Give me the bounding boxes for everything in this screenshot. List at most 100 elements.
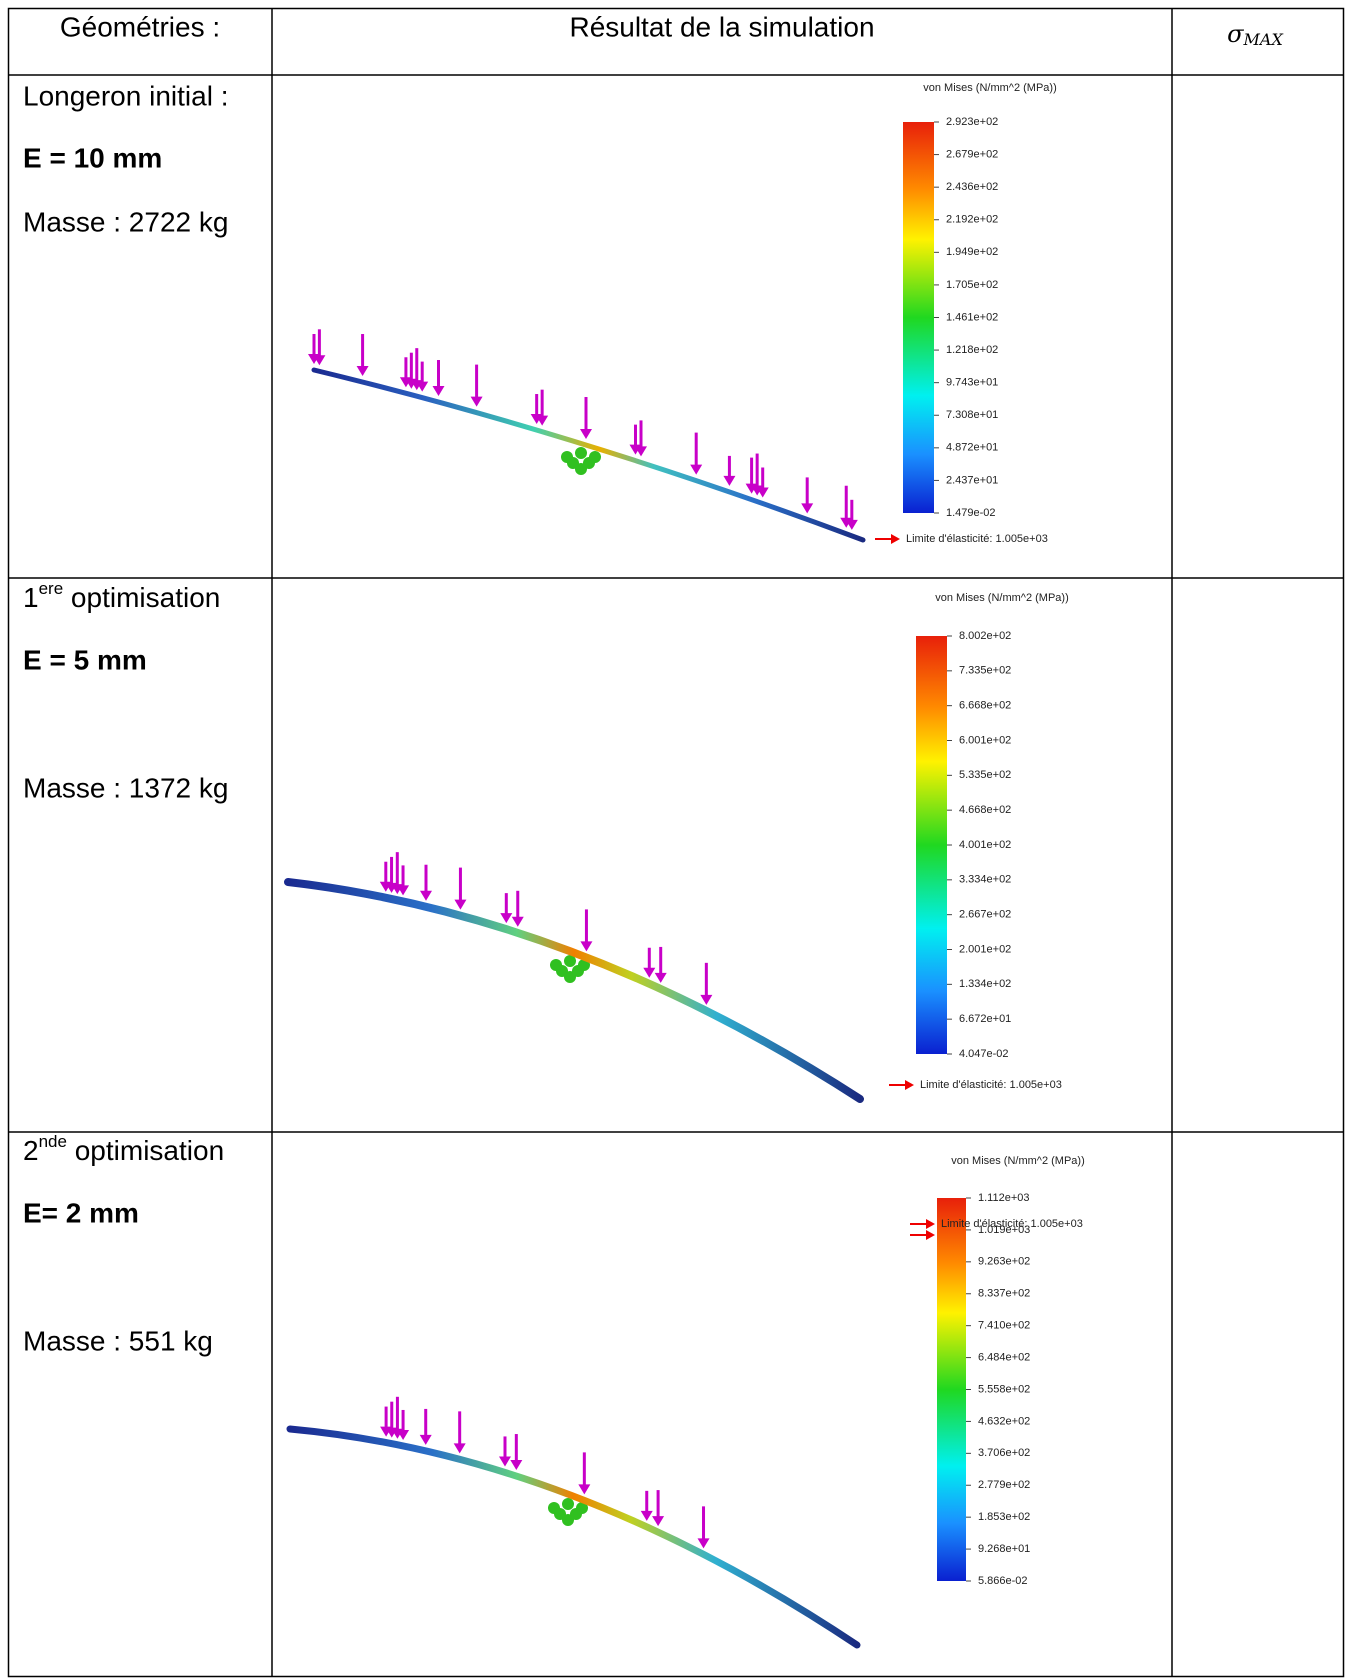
legend-title: von Mises (N/mm^2 (MPa)) bbox=[923, 82, 1057, 94]
legend-tick-label: 1.461e+02 bbox=[946, 311, 998, 323]
simulation-figure bbox=[288, 852, 860, 1099]
limit-arrow-head bbox=[905, 1080, 914, 1090]
name-text: optimisation bbox=[67, 1135, 224, 1166]
fixture bbox=[561, 451, 573, 463]
fixture bbox=[564, 971, 576, 983]
legend-tick-label: 2.436e+02 bbox=[946, 181, 998, 193]
legend-tick-label: 6.001e+02 bbox=[959, 734, 1011, 746]
legend-tick-label: 3.334e+02 bbox=[959, 874, 1011, 886]
legend-tick-label: 9.263e+02 bbox=[978, 1256, 1030, 1268]
ordinal-suffix: ere bbox=[39, 579, 64, 598]
legend-tick-label: 9.743e+01 bbox=[946, 377, 998, 389]
mass: Masse : 551 kg bbox=[23, 1325, 213, 1356]
page: Géométries : Résultat de la simulation σ… bbox=[0, 0, 1353, 1678]
legend-tick-label: 4.872e+01 bbox=[946, 442, 998, 454]
legend-tick-label: 4.668e+02 bbox=[959, 804, 1011, 816]
thickness: E= 2 mm bbox=[23, 1197, 139, 1228]
legend-tick-label: 1.334e+02 bbox=[959, 978, 1011, 990]
beam bbox=[290, 1429, 857, 1645]
legend-tick-label: 9.268e+01 bbox=[978, 1543, 1030, 1555]
sigma-subscript: MAX bbox=[1243, 30, 1284, 49]
geometry-name: Longeron initial : bbox=[23, 80, 228, 111]
legend-tick-label: 5.335e+02 bbox=[959, 769, 1011, 781]
mass: Masse : 2722 kg bbox=[23, 206, 228, 237]
load-arrow-head bbox=[723, 476, 735, 486]
header-cell: Géométries : bbox=[60, 11, 220, 42]
legend-tick-label: 2.192e+02 bbox=[946, 214, 998, 226]
load-arrow-head bbox=[510, 1460, 522, 1470]
fixture bbox=[562, 1514, 574, 1526]
table-frame bbox=[9, 9, 1344, 1677]
fixture bbox=[589, 451, 601, 463]
legend-tick-label: 4.632e+02 bbox=[978, 1415, 1030, 1427]
load-arrow-head bbox=[801, 503, 813, 513]
load-arrow-head bbox=[432, 386, 444, 396]
legend-tick-label: 4.001e+02 bbox=[959, 839, 1011, 851]
colorbar bbox=[937, 1198, 966, 1581]
beam bbox=[288, 882, 860, 1099]
ordinal: 2 bbox=[23, 1135, 39, 1166]
sigma: σ bbox=[1227, 20, 1244, 48]
load-arrow-head bbox=[690, 465, 702, 475]
legend-tick-label: 1.949e+02 bbox=[946, 246, 998, 258]
fixture bbox=[562, 1498, 574, 1510]
ordinal: 1 bbox=[23, 582, 39, 613]
load-arrow-head bbox=[471, 397, 483, 407]
legend-tick-label: 7.308e+01 bbox=[946, 409, 998, 421]
colorbar bbox=[916, 636, 947, 1054]
legend-tick-label: 7.410e+02 bbox=[978, 1320, 1030, 1332]
thickness: E = 10 mm bbox=[23, 142, 162, 173]
header-cell: Résultat de la simulation bbox=[569, 11, 874, 42]
legend-tick-label: 3.706e+02 bbox=[978, 1447, 1030, 1459]
load-arrow-head bbox=[500, 913, 512, 923]
legend-tick-label: 2.779e+02 bbox=[978, 1479, 1030, 1491]
legend-tick-label: 1.218e+02 bbox=[946, 344, 998, 356]
legend-tick-label: 1.853e+02 bbox=[978, 1511, 1030, 1523]
legend-tick-label: 1.112e+03 bbox=[978, 1192, 1030, 1204]
legend-tick-label: 2.437e+01 bbox=[946, 474, 998, 486]
limit-label: Limite d'élasticité: 1.005e+03 bbox=[941, 1218, 1083, 1230]
load-arrow-head bbox=[454, 900, 466, 910]
load-arrow-head bbox=[454, 1443, 466, 1453]
legend-tick-label: 2.667e+02 bbox=[959, 909, 1011, 921]
limit-marker-head bbox=[926, 1230, 935, 1240]
load-arrow-head bbox=[578, 1484, 590, 1494]
limit-arrow-head bbox=[891, 534, 900, 544]
legend-tick-label: 5.558e+02 bbox=[978, 1383, 1030, 1395]
table-borders bbox=[9, 9, 1344, 1677]
legend-tick-label: 8.002e+02 bbox=[959, 630, 1011, 642]
limit-label: Limite d'élasticité: 1.005e+03 bbox=[906, 533, 1048, 545]
legend-tick-label: 8.337e+02 bbox=[978, 1288, 1030, 1300]
thickness: E = 5 mm bbox=[23, 644, 147, 675]
load-arrow-head bbox=[641, 1511, 653, 1521]
fixture bbox=[550, 959, 562, 971]
load-arrow-head bbox=[357, 366, 369, 376]
mass: Masse : 1372 kg bbox=[23, 772, 228, 803]
fixture bbox=[575, 447, 587, 459]
load-arrow-head bbox=[420, 1435, 432, 1445]
load-arrow-head bbox=[512, 917, 524, 927]
load-arrow-head bbox=[580, 429, 592, 439]
legend-tick-label: 2.001e+02 bbox=[959, 943, 1011, 955]
legend-tick-label: 6.668e+02 bbox=[959, 700, 1011, 712]
fixture bbox=[548, 1502, 560, 1514]
limit-arrow-head bbox=[926, 1219, 935, 1229]
load-arrow-head bbox=[652, 1516, 664, 1526]
legend-tick-label: 1.705e+02 bbox=[946, 279, 998, 291]
load-arrow-head bbox=[499, 1456, 511, 1466]
name-text: optimisation bbox=[63, 582, 220, 613]
load-arrow-head bbox=[698, 1538, 710, 1548]
legend-title: von Mises (N/mm^2 (MPa)) bbox=[935, 592, 1069, 604]
simulation-figure bbox=[290, 1397, 857, 1645]
legend-tick-label: 2.923e+02 bbox=[946, 116, 998, 128]
simulation-figure bbox=[308, 329, 863, 540]
fixture bbox=[575, 463, 587, 475]
load-arrow-head bbox=[643, 968, 655, 978]
ordinal-suffix: nde bbox=[39, 1132, 67, 1151]
legend-tick-label: 4.047e-02 bbox=[959, 1048, 1009, 1060]
load-arrow-head bbox=[580, 941, 592, 951]
geometry-name: 2nde optimisation bbox=[23, 1132, 224, 1166]
legend-title: von Mises (N/mm^2 (MPa)) bbox=[951, 1155, 1085, 1167]
document: Géométries : Résultat de la simulation σ… bbox=[0, 0, 1353, 1678]
legend-tick-label: 7.335e+02 bbox=[959, 665, 1011, 677]
